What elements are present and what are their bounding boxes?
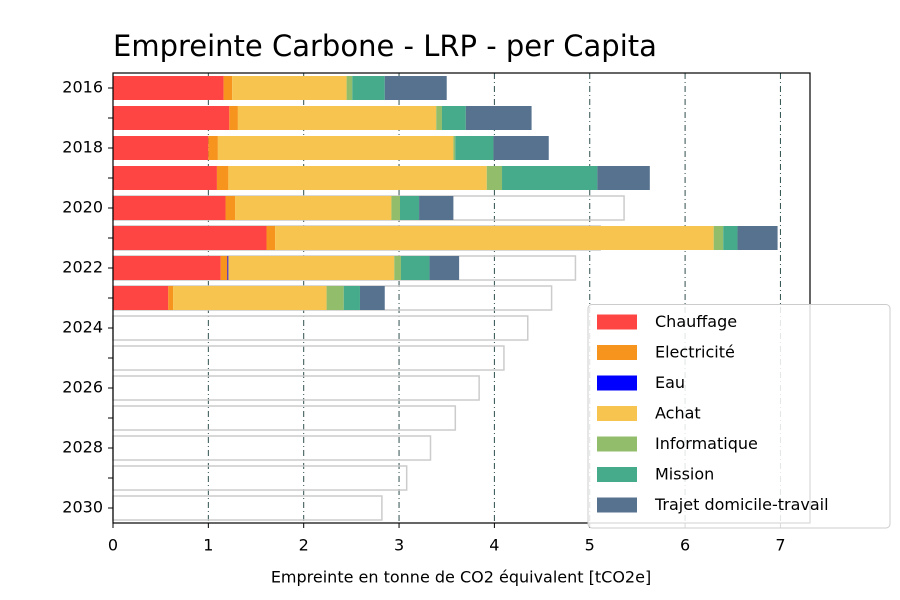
legend-swatch [597,467,637,482]
bar-segment [493,136,549,160]
bar-segment [113,136,209,160]
bar-segment [400,196,420,220]
bar-segment [216,166,229,190]
x-tick-label: 4 [489,536,499,555]
bar-segment [713,226,724,250]
bar-segment [352,76,385,100]
bar-segment [113,76,224,100]
bar-segment [391,196,400,220]
bar-segment [455,136,494,160]
legend-swatch [597,314,637,330]
bar-segment [228,256,395,280]
legend-label: Achat [655,404,701,423]
legend-label: Electricité [655,343,735,362]
bar-segment [223,76,233,100]
legend-label: Mission [655,465,714,484]
bar-segment [384,76,447,100]
bar-segment [343,286,360,310]
bar-segment [229,106,238,130]
bar-segment [173,286,327,310]
bar-segment [326,286,344,310]
bar-segment [419,196,454,220]
y-tick-label: 2020 [62,198,103,217]
bar-segment [113,256,221,280]
bar-segment [266,226,276,250]
legend-swatch [597,497,637,513]
legend-swatch [597,406,637,421]
y-tick-label: 2016 [62,78,103,97]
bar-segment [429,256,460,280]
y-tick-label: 2030 [62,498,103,517]
bar-segment [168,286,174,310]
bar-segment [228,166,487,190]
bar-segment [220,256,228,280]
x-tick-label: 7 [775,536,785,555]
legend-label: Chauffage [655,312,737,331]
legend-label: Eau [655,373,685,392]
x-tick-label: 1 [203,536,213,555]
x-tick-label: 0 [108,536,118,555]
y-tick-label: 2022 [62,258,103,277]
bar-segment [217,136,454,160]
bar-segment [346,76,353,100]
bar-segment [235,196,392,220]
legend-label: Informatique [655,434,758,453]
bar-segment [113,226,267,250]
legend-label: Trajet domicile-travail [654,495,829,514]
bar-segment [737,226,778,250]
legend-swatch [597,345,637,360]
bar-segment [113,106,230,130]
bar-segment [723,226,738,250]
bar-segment [502,166,598,190]
bar-segment [597,166,650,190]
x-tick-label: 5 [585,536,595,555]
bar-segment [227,256,229,280]
x-tick-label: 6 [680,536,690,555]
bar-segment [225,196,236,220]
x-tick-label: 2 [299,536,309,555]
bar-segment [394,256,401,280]
x-tick-label: 3 [394,536,404,555]
bar-segment [436,106,442,130]
legend-swatch [597,436,637,452]
bar-segment [113,196,226,220]
bar-segment [113,166,217,190]
y-tick-label: 2028 [62,438,103,457]
bar-segment [113,286,169,310]
y-tick-label: 2026 [62,378,103,397]
legend-box [587,304,891,529]
bar-segment [208,136,218,160]
bar-segment [400,256,430,280]
chart-title: Empreinte Carbone - LRP - per Capita [113,29,657,63]
bar-segment [237,106,437,130]
y-tick-label: 2024 [62,318,103,337]
bar-segment [441,106,466,130]
legend-swatch [597,375,637,391]
bar-segment [275,226,714,250]
bar-segment [486,166,503,190]
bar-segment [359,286,385,310]
y-tick-label: 2018 [62,138,103,157]
bar-segment [232,76,347,100]
bar-segment [465,106,532,130]
bar-segment [453,136,456,160]
x-axis-label: Empreinte en tonne de CO2 équivalent [tC… [271,568,651,587]
